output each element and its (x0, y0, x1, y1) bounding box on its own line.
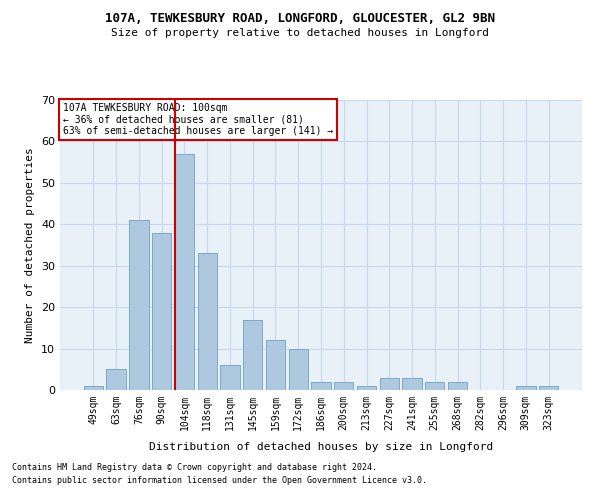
Bar (516, 386, 536, 390)
Bar (106, 370, 126, 390)
Bar (84, 386, 103, 390)
Bar (380, 378, 399, 390)
Bar (289, 348, 308, 390)
Bar (311, 382, 331, 390)
Text: 107A TEWKESBURY ROAD: 100sqm
← 36% of detached houses are smaller (81)
63% of se: 107A TEWKESBURY ROAD: 100sqm ← 36% of de… (62, 103, 333, 136)
Bar (539, 386, 558, 390)
Bar (425, 382, 445, 390)
Bar (152, 232, 172, 390)
Text: Size of property relative to detached houses in Longford: Size of property relative to detached ho… (111, 28, 489, 38)
Bar (197, 254, 217, 390)
Bar (448, 382, 467, 390)
Bar (357, 386, 376, 390)
Bar (175, 154, 194, 390)
Bar (129, 220, 149, 390)
Bar (243, 320, 262, 390)
Text: Contains public sector information licensed under the Open Government Licence v3: Contains public sector information licen… (12, 476, 427, 485)
Bar (220, 365, 239, 390)
Text: Contains HM Land Registry data © Crown copyright and database right 2024.: Contains HM Land Registry data © Crown c… (12, 464, 377, 472)
Bar (266, 340, 285, 390)
Text: 107A, TEWKESBURY ROAD, LONGFORD, GLOUCESTER, GL2 9BN: 107A, TEWKESBURY ROAD, LONGFORD, GLOUCES… (105, 12, 495, 26)
Y-axis label: Number of detached properties: Number of detached properties (25, 147, 35, 343)
Bar (403, 378, 422, 390)
Bar (334, 382, 353, 390)
Text: Distribution of detached houses by size in Longford: Distribution of detached houses by size … (149, 442, 493, 452)
